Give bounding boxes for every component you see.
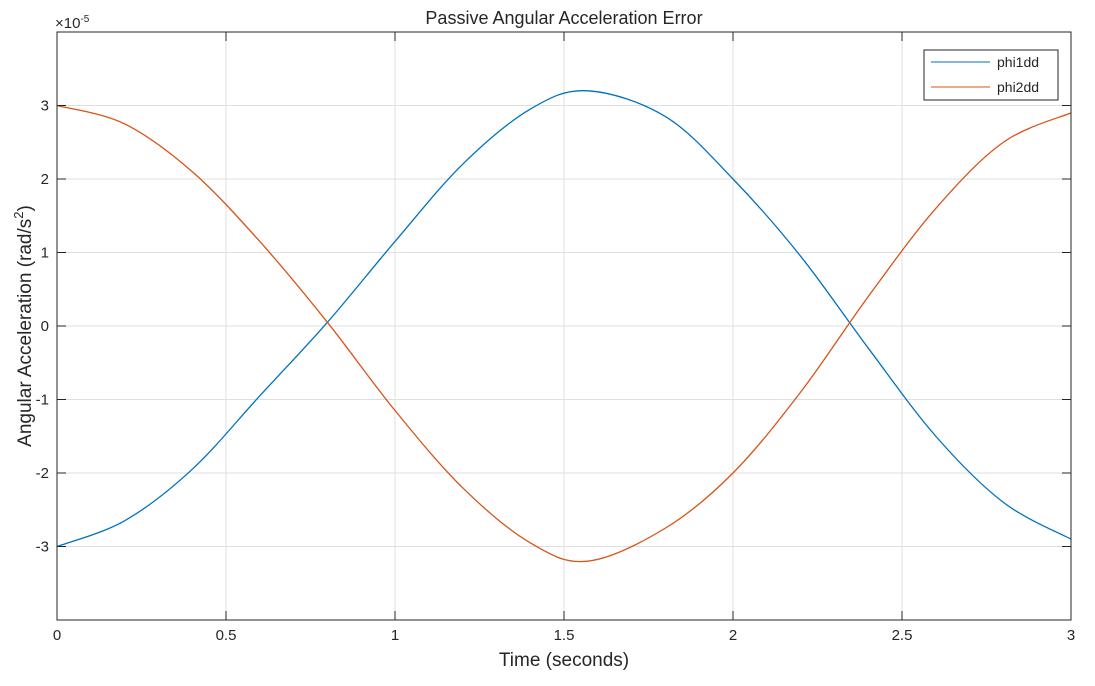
y-axis-title: Angular Acceleration (rad/s2): [11, 205, 36, 447]
legend-label-phi2dd: phi2dd: [997, 79, 1039, 95]
x-tick-label: 2.5: [892, 627, 913, 644]
x-tick-label: 0: [53, 627, 61, 644]
y-tick-label: 2: [41, 171, 49, 188]
legend-label-phi1dd: phi1dd: [997, 54, 1039, 70]
x-tick-label: 0.5: [216, 627, 237, 644]
series-line-phi2dd: [56, 104, 1072, 563]
y-tick-label: -1: [36, 392, 49, 409]
y-tick-label: 3: [41, 98, 49, 115]
y-tick-label: -2: [36, 465, 49, 482]
chart-title: Passive Angular Acceleration Error: [425, 8, 702, 28]
y-tick-label: 1: [41, 245, 49, 262]
x-tick-label: 1.5: [554, 627, 575, 644]
x-tick-label: 2: [729, 627, 737, 644]
y-tick-label: 0: [41, 318, 49, 335]
x-tick-label: 1: [391, 627, 399, 644]
legend-box: [923, 49, 1059, 101]
series-group: [56, 90, 1072, 563]
grid: [56, 32, 1072, 620]
series-line-phi1dd: [56, 90, 1072, 548]
ticks: 0 0.5 1 1.5 2 2.5 3 -3 -2 -1 0 1 2 3: [36, 32, 1075, 644]
x-axis-title: Time (seconds): [499, 650, 629, 671]
legend: phi1dd phi2dd: [923, 49, 1059, 101]
y-exponent-label: ×10-5: [55, 14, 90, 32]
x-tick-label: 3: [1067, 627, 1075, 644]
y-tick-label: -3: [36, 539, 49, 556]
